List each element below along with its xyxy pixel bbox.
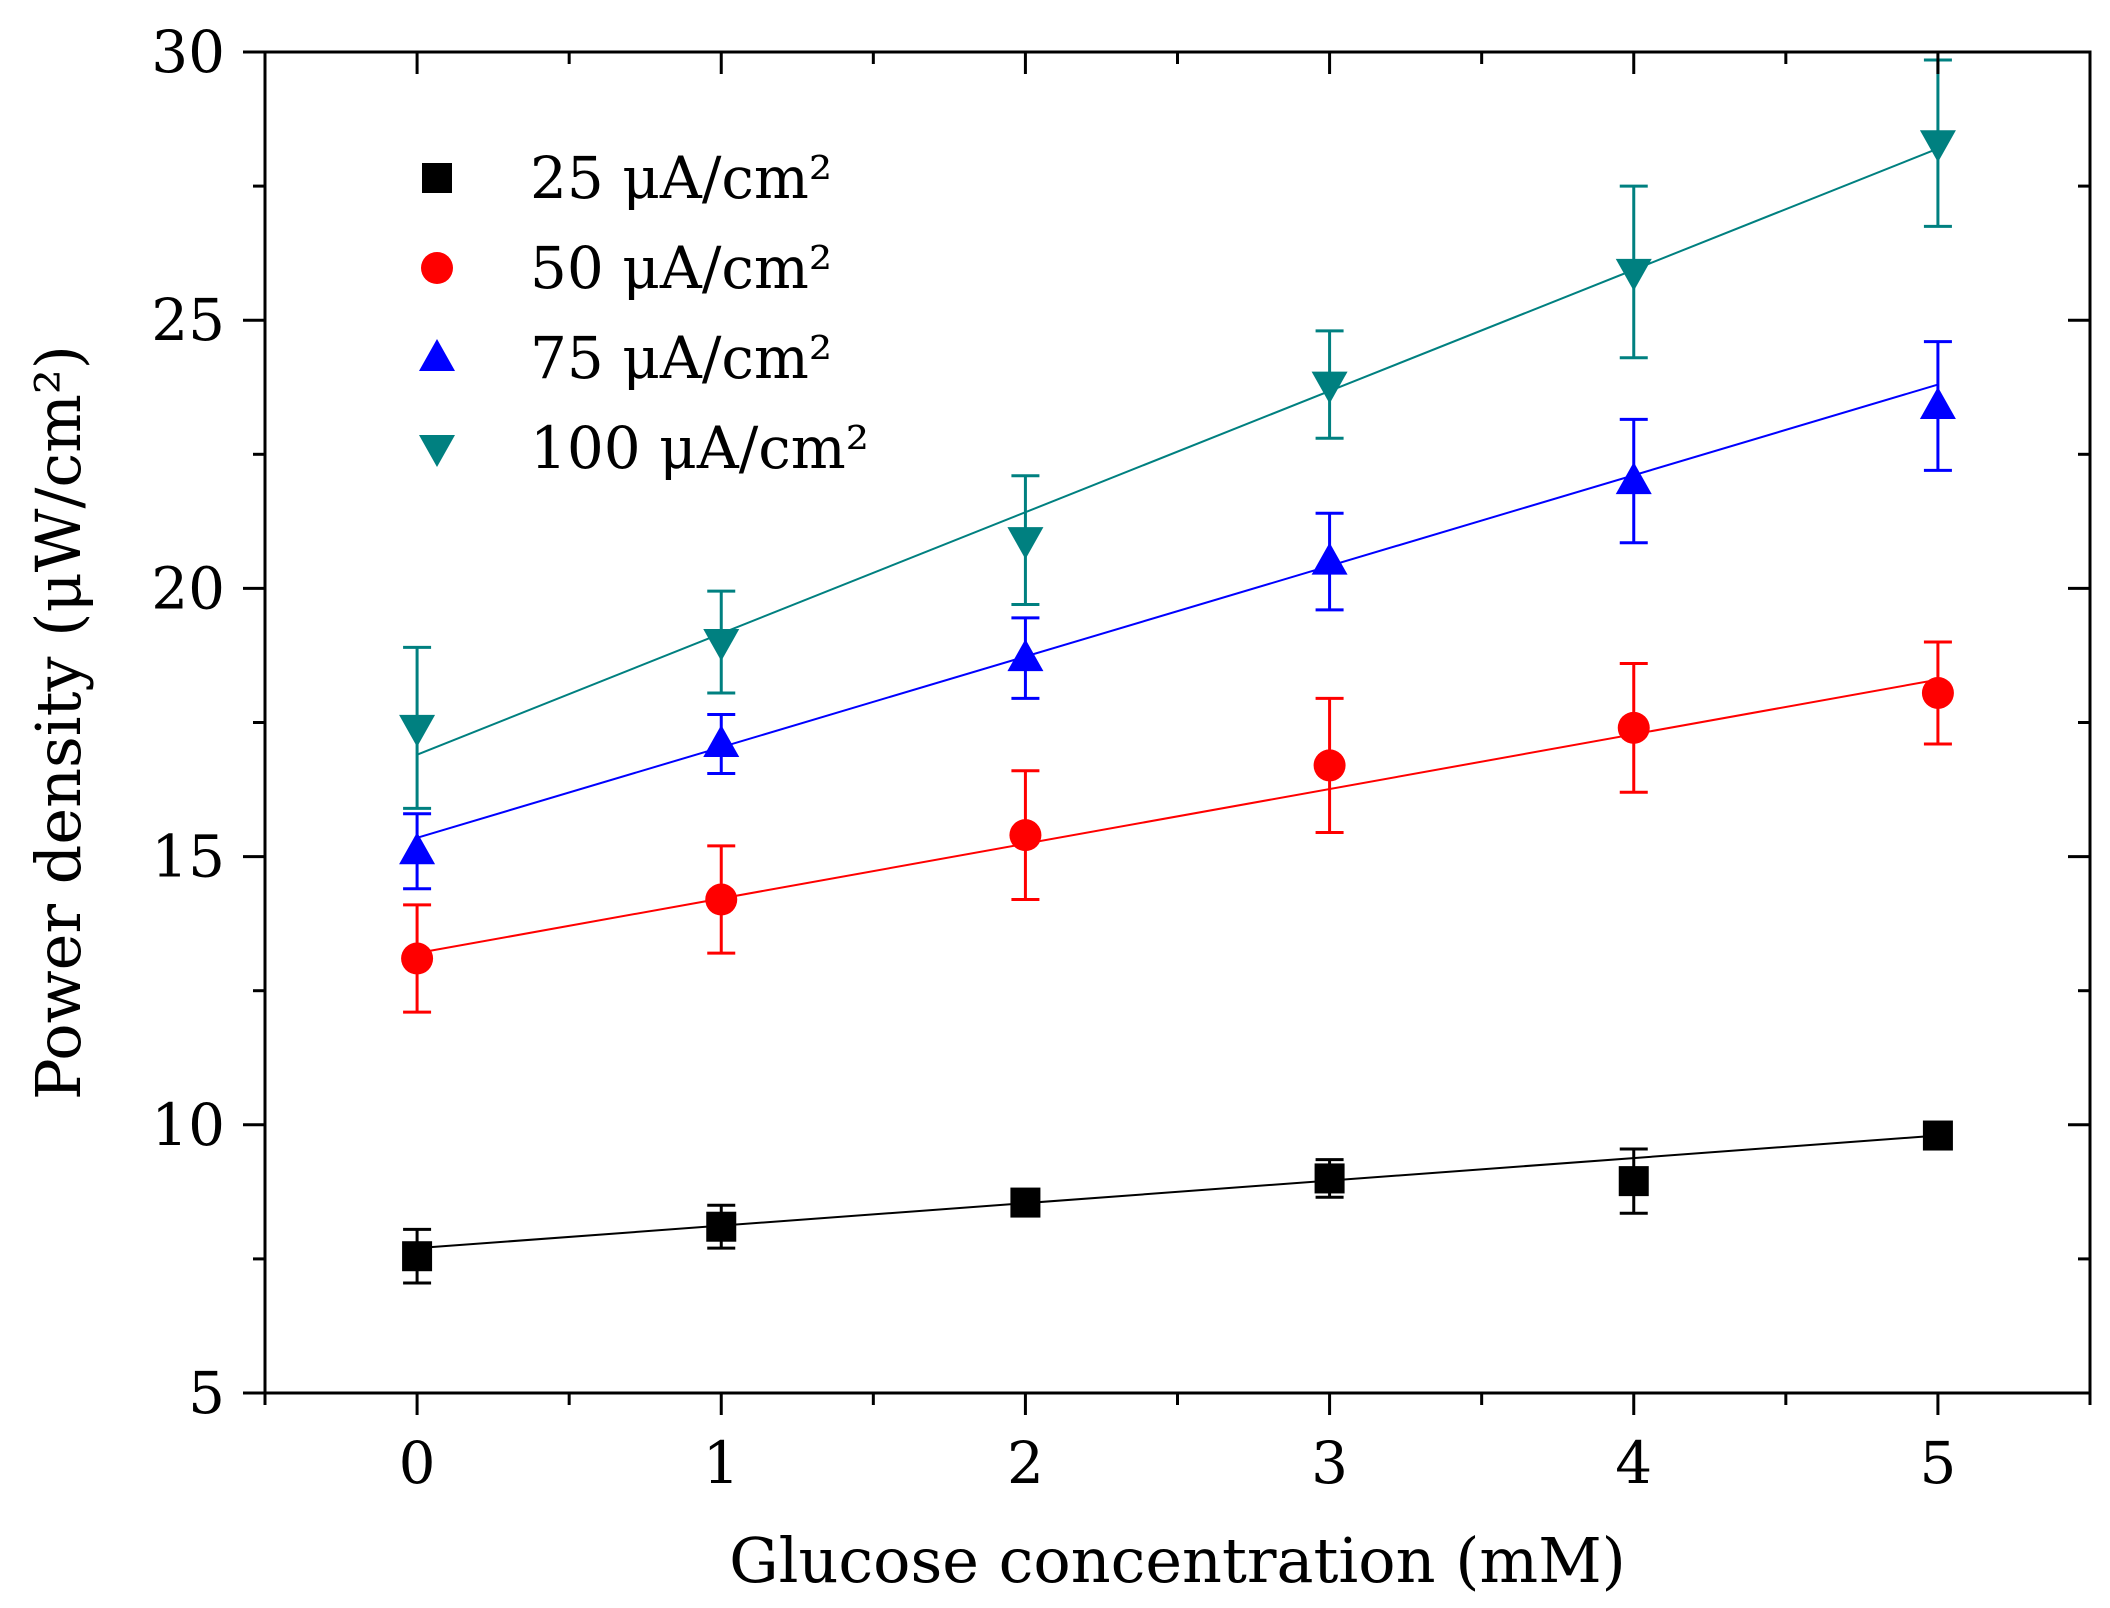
marker-triangle-down	[703, 629, 740, 662]
legend-label: 50 μA/cm²	[530, 234, 832, 302]
legend-label: 25 μA/cm²	[530, 144, 832, 212]
y-tick-label: 10	[151, 1091, 225, 1159]
fit-line-0	[417, 1134, 1938, 1250]
marker-square	[1922, 1120, 1953, 1151]
marker-triangle-down	[1615, 258, 1652, 291]
marker-triangle-down	[1919, 130, 1956, 163]
data-markers	[399, 130, 1956, 1272]
marker-triangle-up	[1615, 462, 1652, 495]
x-tick-label: 5	[1919, 1429, 1956, 1497]
y-tick-label: 20	[151, 554, 225, 622]
marker-square	[402, 1241, 433, 1272]
marker-square	[706, 1211, 737, 1242]
legend-label: 100 μA/cm²	[530, 414, 869, 482]
legend: 25 μA/cm² 50 μA/cm² 75 μA/cm² 100 μA/cm²	[419, 144, 869, 482]
y-axis-label: Power density (μW/cm²)	[22, 345, 95, 1100]
marker-square	[1314, 1163, 1345, 1194]
x-tick-label: 3	[1311, 1429, 1348, 1497]
x-tick-label: 1	[703, 1429, 740, 1497]
axes: 0 1 2 3 4 5 5 10 15 20 25 30	[151, 18, 2092, 1497]
marker-triangle-up	[399, 832, 436, 865]
marker-triangle-up	[703, 724, 740, 757]
marker-triangle-down	[419, 435, 455, 467]
legend-label: 75 μA/cm²	[530, 324, 832, 392]
x-tick-label: 2	[1007, 1429, 1044, 1497]
marker-triangle-up	[419, 339, 455, 371]
marker-triangle-down	[399, 714, 436, 747]
marker-triangle-down	[1007, 527, 1044, 560]
marker-square	[422, 163, 452, 193]
marker-square	[1010, 1187, 1041, 1218]
marker-square	[1618, 1166, 1649, 1197]
x-tick-label: 0	[399, 1429, 436, 1497]
y-tick-label: 15	[151, 823, 225, 891]
fit-line-3	[416, 147, 1939, 756]
y-tick-label: 30	[151, 18, 225, 86]
y-tick-label: 5	[188, 1359, 225, 1427]
x-axis-label: Glucose concentration (mM)	[729, 1524, 1626, 1597]
y-tick-label: 25	[151, 286, 225, 354]
marker-circle	[705, 883, 738, 916]
marker-triangle-up	[1919, 387, 1956, 420]
marker-circle	[1617, 711, 1650, 744]
marker-circle	[401, 942, 434, 975]
marker-circle	[1313, 749, 1346, 782]
fit-lines	[416, 147, 1939, 1250]
marker-circle	[1009, 819, 1042, 852]
fit-line-2	[416, 383, 1939, 839]
marker-circle	[1921, 676, 1954, 709]
fit-line-1	[416, 678, 1939, 955]
marker-triangle-up	[1311, 542, 1348, 575]
marker-circle	[421, 252, 453, 284]
marker-triangle-up	[1007, 639, 1044, 672]
x-tick-label: 4	[1615, 1429, 1652, 1497]
marker-triangle-down	[1311, 371, 1348, 404]
